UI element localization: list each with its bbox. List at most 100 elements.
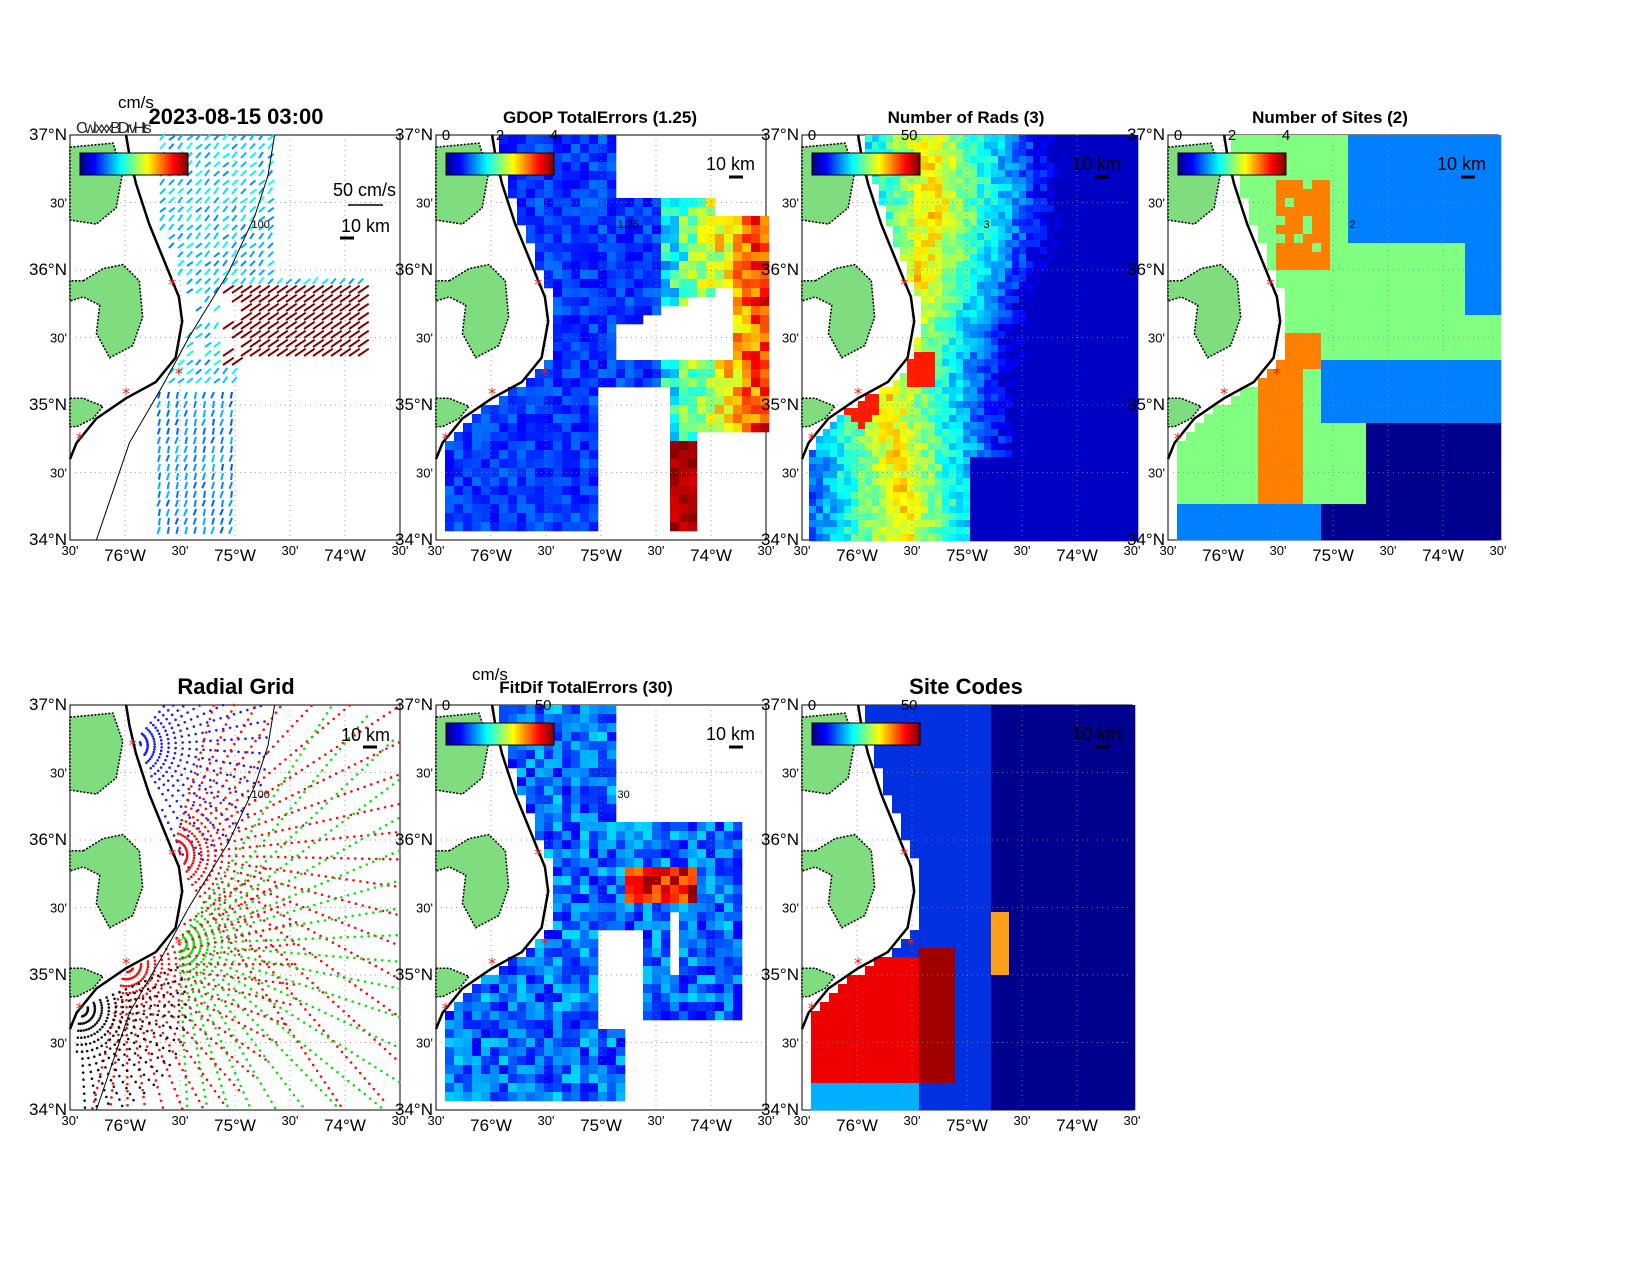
data-cell (935, 534, 943, 542)
data-cell (830, 436, 838, 444)
current-vector (210, 436, 215, 444)
data-cell (625, 306, 635, 316)
current-vector (166, 526, 170, 534)
colorbar-cell (122, 153, 125, 175)
data-cell (872, 471, 880, 479)
data-cell (1124, 429, 1132, 437)
current-vector (258, 311, 271, 321)
data-cell (706, 387, 716, 397)
current-vector (183, 499, 188, 508)
data-cell (1026, 520, 1034, 528)
data-cell (1321, 153, 1331, 163)
data-cell (1019, 226, 1027, 234)
current-vector (220, 499, 224, 508)
data-cell (816, 499, 824, 507)
data-cell (1465, 396, 1475, 406)
data-cell (970, 219, 978, 227)
current-vector (186, 134, 194, 141)
data-cell (1082, 387, 1090, 395)
data-cell (1131, 366, 1139, 374)
data-cell (1061, 338, 1069, 346)
data-cell (697, 396, 707, 406)
data-cell (760, 315, 770, 325)
data-cell (879, 471, 887, 479)
current-vector (231, 278, 239, 285)
data-cell (1026, 261, 1034, 269)
data-cell (844, 464, 852, 472)
data-cell (921, 170, 929, 178)
data-cell (956, 317, 964, 325)
data-cell (907, 422, 915, 430)
current-vector (165, 418, 170, 426)
data-cell (706, 252, 716, 262)
panel-title: GDOP TotalErrors (1.25) (503, 108, 697, 127)
data-cell (562, 459, 572, 469)
data-cell (1061, 366, 1069, 374)
data-cell (1075, 226, 1083, 234)
data-cell (1061, 254, 1069, 262)
radar-site-marker: * (907, 364, 915, 383)
data-cell (589, 414, 599, 424)
data-cell (977, 156, 985, 164)
data-cell (1047, 394, 1055, 402)
data-cell (526, 486, 536, 496)
current-vector (294, 320, 307, 330)
data-cell (1124, 506, 1132, 514)
data-cell (1096, 331, 1104, 339)
data-cell (1117, 254, 1125, 262)
data-cell (1061, 429, 1069, 437)
data-cell (544, 504, 554, 514)
data-cell (1061, 135, 1069, 143)
data-cell (1339, 279, 1349, 289)
data-cell (1483, 207, 1493, 217)
data-cell (1402, 387, 1412, 397)
data-cell (1276, 216, 1286, 226)
data-cell (751, 261, 761, 271)
data-cell (1294, 288, 1304, 298)
data-cell (760, 405, 770, 415)
data-cell (652, 306, 662, 316)
data-cell (742, 351, 752, 361)
data-cell (1033, 394, 1041, 402)
data-cell (949, 492, 957, 500)
colorbar-cell (546, 153, 549, 175)
data-cell (977, 534, 985, 542)
data-cell (984, 352, 992, 360)
data-cell (1411, 252, 1421, 262)
data-cell (963, 191, 971, 199)
data-cell (544, 135, 554, 145)
data-cell (907, 226, 915, 234)
data-cell (998, 324, 1006, 332)
data-cell (893, 408, 901, 416)
panel-title: Number of Rads (3) (887, 108, 1045, 127)
data-cell (900, 226, 908, 234)
data-cell (1267, 450, 1277, 460)
data-cell (977, 268, 985, 276)
current-vector (228, 427, 233, 435)
data-cell (517, 189, 527, 199)
data-cell (949, 373, 957, 381)
data-cell (1131, 226, 1139, 234)
data-cell (991, 268, 999, 276)
data-cell (1061, 247, 1069, 255)
data-cell (984, 422, 992, 430)
data-cell (1068, 492, 1076, 500)
data-cell (1103, 422, 1111, 430)
current-vector (177, 242, 185, 249)
data-cell (1366, 333, 1376, 343)
data-cell (907, 212, 915, 220)
data-cell (1033, 170, 1041, 178)
data-cell (1312, 432, 1322, 442)
data-cell (562, 180, 572, 190)
data-cell (571, 405, 581, 415)
data-cell (1047, 499, 1055, 507)
data-cell (914, 429, 922, 437)
data-cell (970, 478, 978, 486)
data-cell (963, 184, 971, 192)
data-cell (1068, 219, 1076, 227)
data-cell (1348, 459, 1358, 469)
data-cell (1438, 324, 1448, 334)
data-cell (1321, 216, 1331, 226)
data-cell (553, 216, 563, 226)
data-cell (1276, 207, 1286, 217)
